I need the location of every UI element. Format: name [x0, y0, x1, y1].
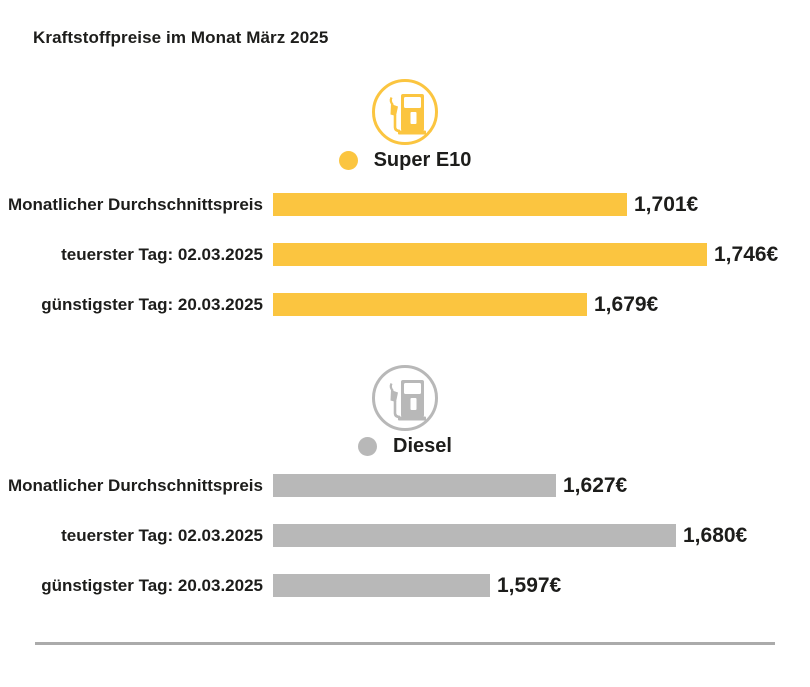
bar-value: 1,746€	[714, 242, 779, 266]
bar-row: günstigster Tag: 20.03.2025 1,679€	[0, 293, 810, 316]
bar-row: Monatlicher Durchschnittspreis 1,701€	[0, 193, 810, 216]
section-super-e10: Super E10 Monatlicher Durchschnittspreis…	[0, 78, 810, 316]
bar-label: günstigster Tag: 20.03.2025	[41, 575, 263, 595]
super-e10-legend: Super E10	[0, 149, 810, 171]
bar-value: 1,597€	[497, 573, 562, 597]
bar-row: teuerster Tag: 02.03.2025 1,746€	[0, 243, 810, 266]
fuel-pump-icon	[372, 79, 438, 145]
section-diesel: Diesel Monatlicher Durchschnittspreis 1,…	[0, 364, 810, 597]
bar	[273, 574, 490, 597]
bar-label: Monatlicher Durchschnittspreis	[7, 475, 263, 495]
bar-row: Monatlicher Durchschnittspreis 1,627€	[0, 474, 810, 497]
diesel-legend-dot	[358, 436, 378, 456]
diesel-bars: Monatlicher Durchschnittspreis 1,627€ te…	[0, 474, 810, 597]
bar-row: günstigster Tag: 20.03.2025 1,597€	[0, 574, 810, 597]
page-title: Kraftstoffpreise im Monat März 2025	[33, 28, 329, 47]
diesel-icon-wrap	[0, 364, 810, 432]
bar	[273, 243, 707, 266]
diesel-legend: Diesel	[0, 435, 810, 457]
bar-label: günstigster Tag: 20.03.2025	[41, 294, 263, 314]
super-e10-bars: Monatlicher Durchschnittspreis 1,701€ te…	[0, 193, 810, 316]
bar	[273, 293, 587, 316]
super-e10-legend-label: Super E10	[373, 148, 472, 171]
bar-value: 1,701€	[634, 192, 699, 216]
diesel-legend-label: Diesel	[393, 434, 452, 457]
bar-value: 1,627€	[563, 473, 628, 497]
bar-label: Monatlicher Durchschnittspreis	[7, 194, 263, 214]
super-e10-legend-dot	[338, 150, 358, 170]
fuel-pump-icon	[372, 365, 438, 431]
bar	[273, 524, 676, 547]
super-e10-icon-wrap	[0, 78, 810, 146]
bar-label: teuerster Tag: 02.03.2025	[61, 244, 263, 264]
bar-row: teuerster Tag: 02.03.2025 1,680€	[0, 524, 810, 547]
bar	[273, 193, 627, 216]
bar-value: 1,679€	[594, 292, 659, 316]
bar-value: 1,680€	[683, 523, 748, 547]
bar	[273, 474, 556, 497]
divider	[35, 642, 775, 645]
bar-label: teuerster Tag: 02.03.2025	[61, 525, 263, 545]
